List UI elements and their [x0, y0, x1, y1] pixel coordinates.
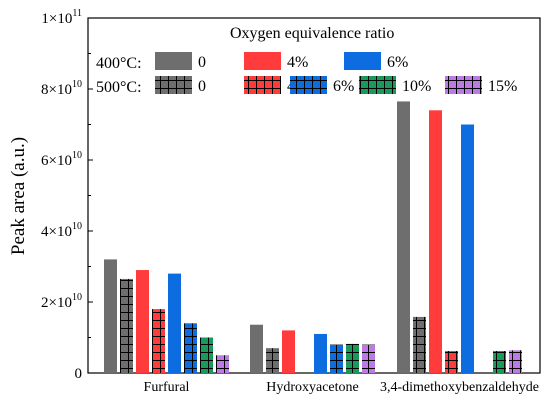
legend-entry-label: 4%: [287, 54, 308, 71]
bar: [314, 333, 327, 373]
bar: [397, 101, 410, 374]
y-tick-label: 0: [75, 366, 83, 382]
legend-swatch: [244, 76, 281, 94]
x-category-label: 3,4-dimethoxybenzaldehyde: [380, 380, 539, 395]
y-tick-label: 4×1010: [41, 221, 82, 240]
legend-entry-label: 15%: [488, 78, 517, 95]
legend-swatch: [244, 52, 281, 70]
bar: [216, 355, 229, 373]
bar: [266, 348, 279, 373]
y-tick-label: 6×1010: [41, 150, 82, 169]
legend-entry-label: 0: [198, 78, 206, 95]
bar: [509, 350, 522, 373]
bar: [200, 337, 213, 373]
bar: [429, 110, 442, 374]
legend-swatch: [155, 52, 192, 70]
bar: [330, 344, 343, 373]
y-tick-label: 8×1010: [41, 79, 82, 98]
legend-entry-label: 10%: [402, 78, 431, 95]
x-category-label: Furfural: [144, 380, 190, 395]
bar: [282, 330, 295, 373]
bar: [346, 343, 359, 373]
legend-entry-label: 0: [198, 54, 206, 71]
y-tick-label: 1×1011: [41, 8, 82, 27]
bar: [152, 309, 165, 373]
x-category-label: Hydroxyacetone: [266, 380, 359, 395]
bar: [250, 324, 263, 373]
bar: [104, 259, 117, 373]
bar: [168, 273, 181, 373]
bar: [362, 344, 375, 373]
y-tick-label: 2×1010: [41, 292, 82, 311]
bar: [493, 350, 506, 373]
bar: [120, 278, 133, 373]
legend-row-500-label: 500°C:: [96, 79, 142, 96]
legend-swatch: [445, 76, 482, 94]
bar: [184, 323, 197, 373]
bar: [445, 350, 458, 373]
x-axis-labels: Furfural Hydroxyacetone 3,4-dimethoxybenza…: [144, 380, 539, 395]
legend-entry-label: 6%: [387, 54, 408, 71]
legend: Oxygen equivalence ratio 400°C: 500°C: 0…: [96, 25, 517, 96]
legend-entry-label: 6%: [333, 78, 354, 95]
legend-swatch: [290, 76, 327, 94]
bar: [413, 316, 426, 373]
y-axis-label: Peak area (a.u.): [8, 137, 29, 255]
legend-title: Oxygen equivalence ratio: [230, 25, 394, 42]
legend-swatch: [155, 76, 192, 94]
bars: [104, 101, 522, 374]
legend-swatch: [359, 76, 396, 94]
bar: [461, 124, 474, 373]
y-axis: 0 2×1010 4×1010 6×1010 8×1010 1×1011: [41, 8, 93, 382]
legend-swatch: [344, 52, 381, 70]
legend-row-400-label: 400°C:: [96, 55, 142, 72]
bar: [136, 270, 149, 373]
